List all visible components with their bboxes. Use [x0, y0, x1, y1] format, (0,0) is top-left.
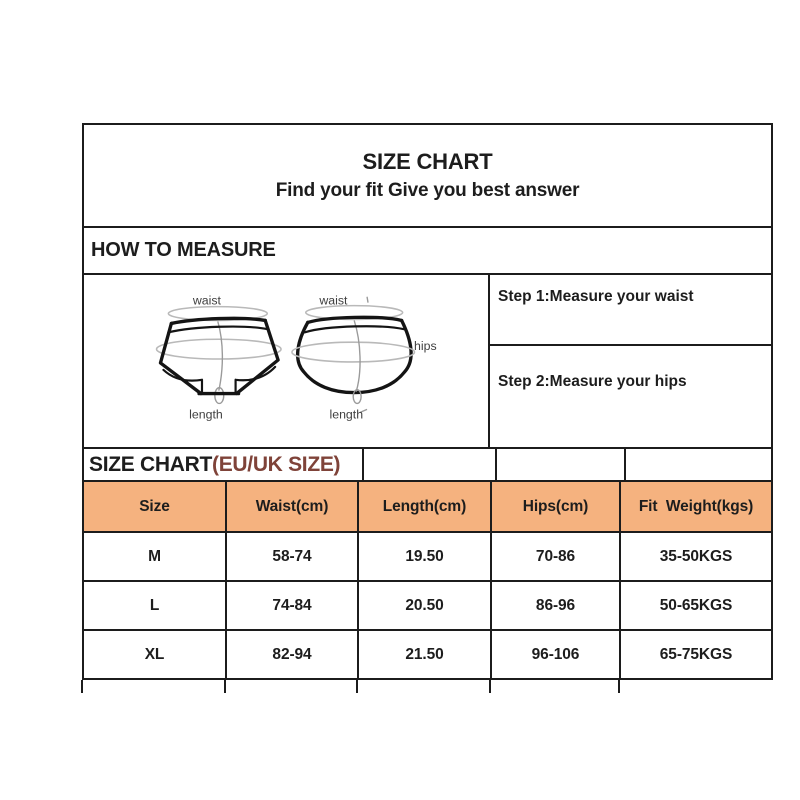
measure-steps: Step 1:Measure your waist Step 2:Measure…	[488, 275, 771, 447]
size-chart-heading-row: SIZE CHART (EU/UK SIZE)	[84, 447, 771, 480]
table-cell-length: 20.50	[357, 580, 490, 629]
step-1-text: Step 1:Measure your waist	[498, 288, 694, 305]
table-cell-size: M	[84, 531, 225, 580]
size-chart-heading-black: SIZE CHART	[89, 452, 213, 476]
high-waist-brief-diagram	[291, 296, 416, 414]
length-label-right: length	[329, 407, 363, 421]
table-header-cell: Length(cm)	[357, 482, 490, 531]
underwear-diagram-illustration: waist length waist hips length	[155, 294, 437, 421]
heading-row-spacer-cell	[495, 449, 624, 480]
page-subtitle: Find your fit Give you best answer	[275, 180, 580, 201]
step-2-text: Step 2:Measure your hips	[490, 344, 771, 447]
table-cell-size: L	[84, 580, 225, 629]
table-cell-hips: 86-96	[490, 580, 619, 629]
grid-line-stub	[618, 680, 620, 693]
hips-label: hips	[414, 339, 437, 353]
heading-row-spacer-cell	[362, 449, 495, 480]
table-cell-length: 19.50	[357, 531, 490, 580]
table-cell-weight: 50-65KGS	[619, 580, 771, 629]
table-header-cell: Hips(cm)	[490, 482, 619, 531]
brief-diagram	[155, 305, 282, 405]
size-table: Size Waist(cm) Length(cm) Hips(cm) Fit W…	[84, 480, 771, 678]
table-cell-length: 21.50	[357, 629, 490, 678]
page-title: SIZE CHART	[362, 149, 493, 174]
measure-diagrams: waist length waist hips length	[84, 275, 488, 447]
table-cell-weight: 65-75KGS	[619, 629, 771, 678]
heading-row-spacer-cell	[624, 449, 771, 480]
table-cell-waist: 58-74	[225, 531, 357, 580]
table-header-cell: Size	[84, 482, 225, 531]
table-header-cell: Waist(cm)	[225, 482, 357, 531]
grid-line-stub	[489, 680, 491, 693]
grid-line-stub	[356, 680, 358, 693]
table-cell-size: XL	[84, 629, 225, 678]
table-header-cell: Fit Weight(kgs)	[619, 482, 771, 531]
grid-line-stub	[81, 680, 83, 693]
measure-section: waist length waist hips length Step 1:Me…	[84, 273, 771, 447]
how-to-measure-heading: HOW TO MEASURE	[84, 226, 771, 273]
table-cell-hips: 70-86	[490, 531, 619, 580]
size-chart-heading-accent: (EU/UK SIZE)	[212, 452, 341, 476]
length-label-left: length	[189, 407, 223, 421]
size-chart-heading: SIZE CHART (EU/UK SIZE)	[84, 449, 362, 480]
grid-line-stub	[224, 680, 226, 693]
title-section: SIZE CHART Find your fit Give you best a…	[84, 125, 771, 226]
size-chart-panel: SIZE CHART Find your fit Give you best a…	[82, 123, 773, 680]
table-cell-weight: 35-50KGS	[619, 531, 771, 580]
waist-label-right: waist	[318, 294, 348, 308]
table-cell-hips: 96-106	[490, 629, 619, 678]
table-cell-waist: 82-94	[225, 629, 357, 678]
table-cell-waist: 74-84	[225, 580, 357, 629]
waist-label-left: waist	[192, 294, 222, 308]
